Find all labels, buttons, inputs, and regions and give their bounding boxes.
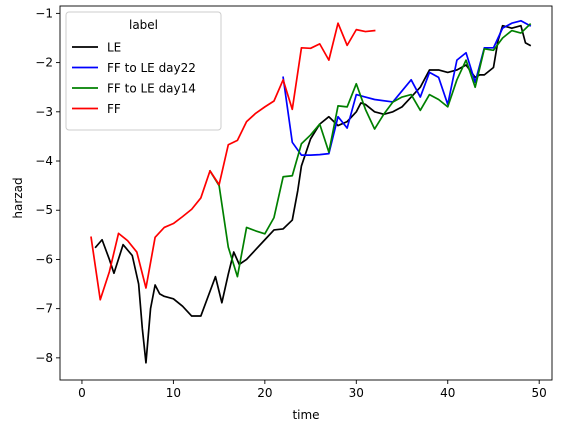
y-tick-label: −6 <box>35 252 53 266</box>
axes-group: 0 10 20 30 40 50 −8 −7 −6 −5 −4 −3 −2 −1 <box>35 5 553 400</box>
y-axis-label: harzad <box>11 177 25 218</box>
legend: label LE FF to LE day22 FF to LE day14 FF <box>65 11 222 131</box>
x-tick-label: 0 <box>78 386 86 400</box>
y-tick-label: −4 <box>35 154 53 168</box>
series-group <box>90 19 532 364</box>
x-axis-label: time <box>292 408 319 422</box>
x-tick-label: 50 <box>532 386 547 400</box>
y-tick-label: −2 <box>35 56 53 70</box>
y-tick-label: −5 <box>35 203 53 217</box>
y-tick-label: −3 <box>35 105 53 119</box>
x-tick-label: 20 <box>257 386 272 400</box>
x-tick-label: 30 <box>349 386 364 400</box>
legend-box <box>65 11 222 131</box>
x-tick-label: 40 <box>440 386 455 400</box>
legend-label-1: FF to LE day22 <box>107 61 196 75</box>
y-tick-label: −8 <box>35 351 53 365</box>
series-line-3 <box>90 22 376 301</box>
series-line-1 <box>282 19 532 156</box>
y-tick-label: −1 <box>35 6 53 20</box>
series-line-2 <box>208 23 532 278</box>
legend-label-2: FF to LE day14 <box>107 82 196 96</box>
legend-title: label <box>129 18 158 32</box>
legend-label-0: LE <box>107 41 121 55</box>
y-tick-label: −7 <box>35 302 53 316</box>
legend-label-3: FF <box>107 102 121 116</box>
axes-frame <box>59 5 553 381</box>
x-tick-label: 10 <box>166 386 181 400</box>
